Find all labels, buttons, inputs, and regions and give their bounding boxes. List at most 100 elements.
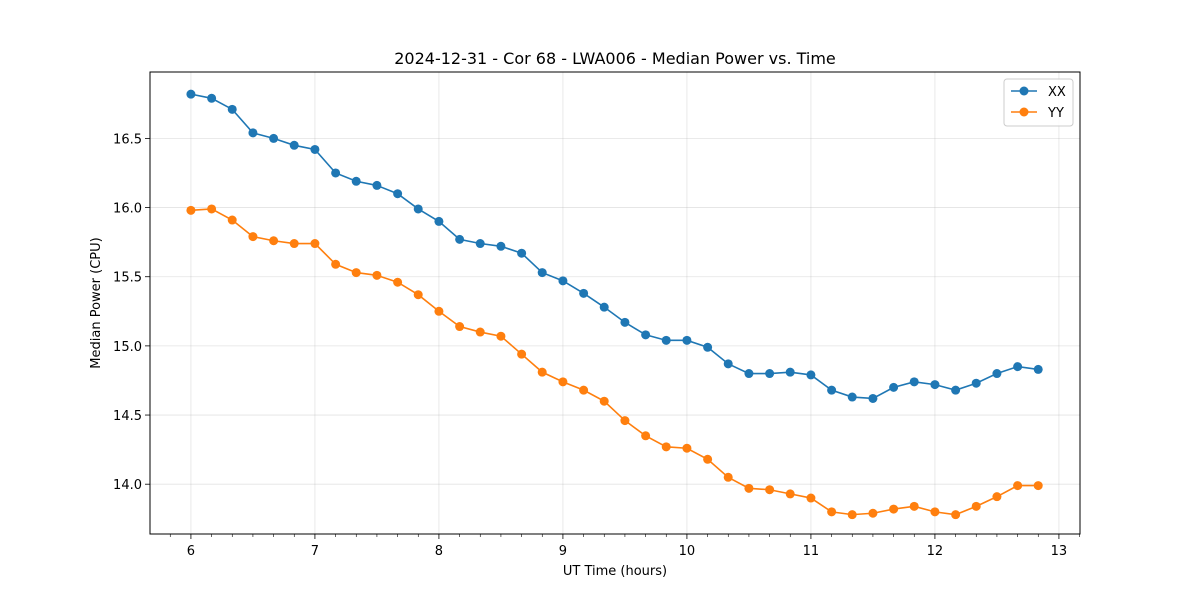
series-xx-point bbox=[785, 367, 795, 377]
series-xx-point bbox=[269, 133, 279, 143]
series-xx-point bbox=[703, 342, 713, 352]
series-yy-point bbox=[889, 504, 899, 514]
series-xx-point bbox=[207, 93, 217, 103]
series-xx-point bbox=[331, 168, 341, 178]
series-yy-point bbox=[517, 349, 527, 359]
series-yy-point bbox=[951, 510, 961, 520]
legend-xx-marker bbox=[1019, 86, 1029, 96]
x-axis-label: UT Time (hours) bbox=[563, 564, 667, 579]
series-yy-point bbox=[579, 385, 589, 395]
series-yy bbox=[186, 204, 1043, 520]
series-xx-point bbox=[889, 382, 899, 392]
series-xx-point bbox=[413, 204, 423, 214]
series-xx-point bbox=[455, 234, 465, 244]
series-yy-point bbox=[537, 367, 547, 377]
series-yy-point bbox=[661, 442, 671, 452]
series-yy-point bbox=[413, 290, 423, 300]
legend: XX YY bbox=[1003, 78, 1074, 127]
series-yy-point bbox=[475, 327, 485, 337]
series-xx-point bbox=[248, 128, 258, 138]
series-yy-point bbox=[868, 508, 878, 518]
x-tick-label: 8 bbox=[435, 544, 443, 559]
legend-yy-marker bbox=[1019, 107, 1029, 117]
series-yy-point bbox=[909, 501, 919, 511]
series-yy-point bbox=[331, 259, 341, 269]
series-yy-point bbox=[455, 322, 465, 332]
x-tick-label: 13 bbox=[1051, 544, 1068, 559]
series-xx-point bbox=[868, 393, 878, 403]
series-yy-point bbox=[1033, 481, 1043, 491]
series-yy-point bbox=[558, 377, 568, 387]
series-xx-point bbox=[951, 385, 961, 395]
series-yy-point bbox=[1013, 481, 1023, 491]
series-yy-line bbox=[190, 208, 1039, 516]
series-yy-point bbox=[682, 443, 692, 453]
series-xx-point bbox=[517, 248, 527, 258]
y-tick-label: 14.5 bbox=[113, 409, 142, 424]
series-xx-point bbox=[579, 288, 589, 298]
series-yy-point bbox=[248, 232, 258, 242]
series-xx-point bbox=[434, 216, 444, 226]
series-yy-point bbox=[496, 331, 506, 341]
series-yy-point bbox=[599, 396, 609, 406]
series-yy-point bbox=[765, 485, 775, 495]
series-xx-point bbox=[537, 268, 547, 278]
series-yy-point bbox=[269, 236, 279, 246]
series-xx-point bbox=[475, 239, 485, 249]
y-tick-label: 15.0 bbox=[113, 340, 142, 355]
series-yy-point bbox=[827, 507, 837, 517]
series-xx-point bbox=[827, 385, 837, 395]
series-xx-point bbox=[661, 335, 671, 345]
series-xx-point bbox=[909, 377, 919, 387]
series-xx-point bbox=[310, 144, 320, 154]
series-xx-point bbox=[641, 330, 651, 340]
series-xx-point bbox=[351, 176, 361, 186]
series-yy-point bbox=[620, 416, 630, 426]
series-yy-point bbox=[992, 492, 1002, 502]
y-axis-label: Median Power (CPU) bbox=[89, 237, 104, 368]
x-tick-label: 10 bbox=[679, 544, 696, 559]
series-yy-point bbox=[744, 483, 754, 493]
series-xx-point bbox=[682, 335, 692, 345]
series-xx-point bbox=[1033, 364, 1043, 374]
series-yy-point bbox=[434, 306, 444, 316]
series-xx-point bbox=[620, 317, 630, 327]
series-yy-point bbox=[971, 501, 981, 511]
series-xx-point bbox=[806, 370, 816, 380]
series-xx-point bbox=[372, 180, 382, 190]
series-xx-point bbox=[186, 89, 196, 99]
series-layer bbox=[186, 89, 1043, 520]
series-yy-point bbox=[806, 493, 816, 503]
series-yy-point bbox=[372, 270, 382, 280]
series-xx-point bbox=[393, 189, 403, 199]
series-xx-point bbox=[289, 140, 299, 150]
y-tick-label: 15.5 bbox=[113, 271, 142, 286]
y-tick-label: 16.5 bbox=[113, 132, 142, 147]
axes: 6 7 8 9 10 11 12 13 14.0 14.5 15.0 15.5 16.0 16.5 bbox=[113, 132, 1080, 559]
x-tick-label: 12 bbox=[927, 544, 944, 559]
series-xx-point bbox=[930, 380, 940, 390]
series-xx-point bbox=[496, 241, 506, 251]
series-yy-point bbox=[289, 239, 299, 249]
series-xx-point bbox=[1013, 362, 1023, 372]
series-yy-point bbox=[351, 268, 361, 278]
y-tick-label: 16.0 bbox=[113, 202, 142, 217]
series-yy-point bbox=[785, 489, 795, 499]
series-xx-point bbox=[847, 392, 857, 402]
series-xx-point bbox=[971, 378, 981, 388]
series-xx-point bbox=[765, 369, 775, 379]
series-yy-point bbox=[186, 205, 196, 215]
series-yy-point bbox=[310, 239, 320, 249]
series-xx bbox=[186, 89, 1043, 403]
series-yy-point bbox=[847, 510, 857, 520]
plot-frame bbox=[149, 71, 1081, 535]
series-yy-point bbox=[930, 507, 940, 517]
series-xx-point bbox=[744, 369, 754, 379]
y-tick-label: 14.0 bbox=[113, 478, 142, 493]
series-xx-point bbox=[558, 276, 568, 286]
series-yy-point bbox=[393, 277, 403, 287]
x-tick-label: 6 bbox=[187, 544, 195, 559]
series-xx-point bbox=[723, 359, 733, 369]
chart-title: 2024-12-31 - Cor 68 - LWA006 - Median Po… bbox=[394, 49, 836, 68]
